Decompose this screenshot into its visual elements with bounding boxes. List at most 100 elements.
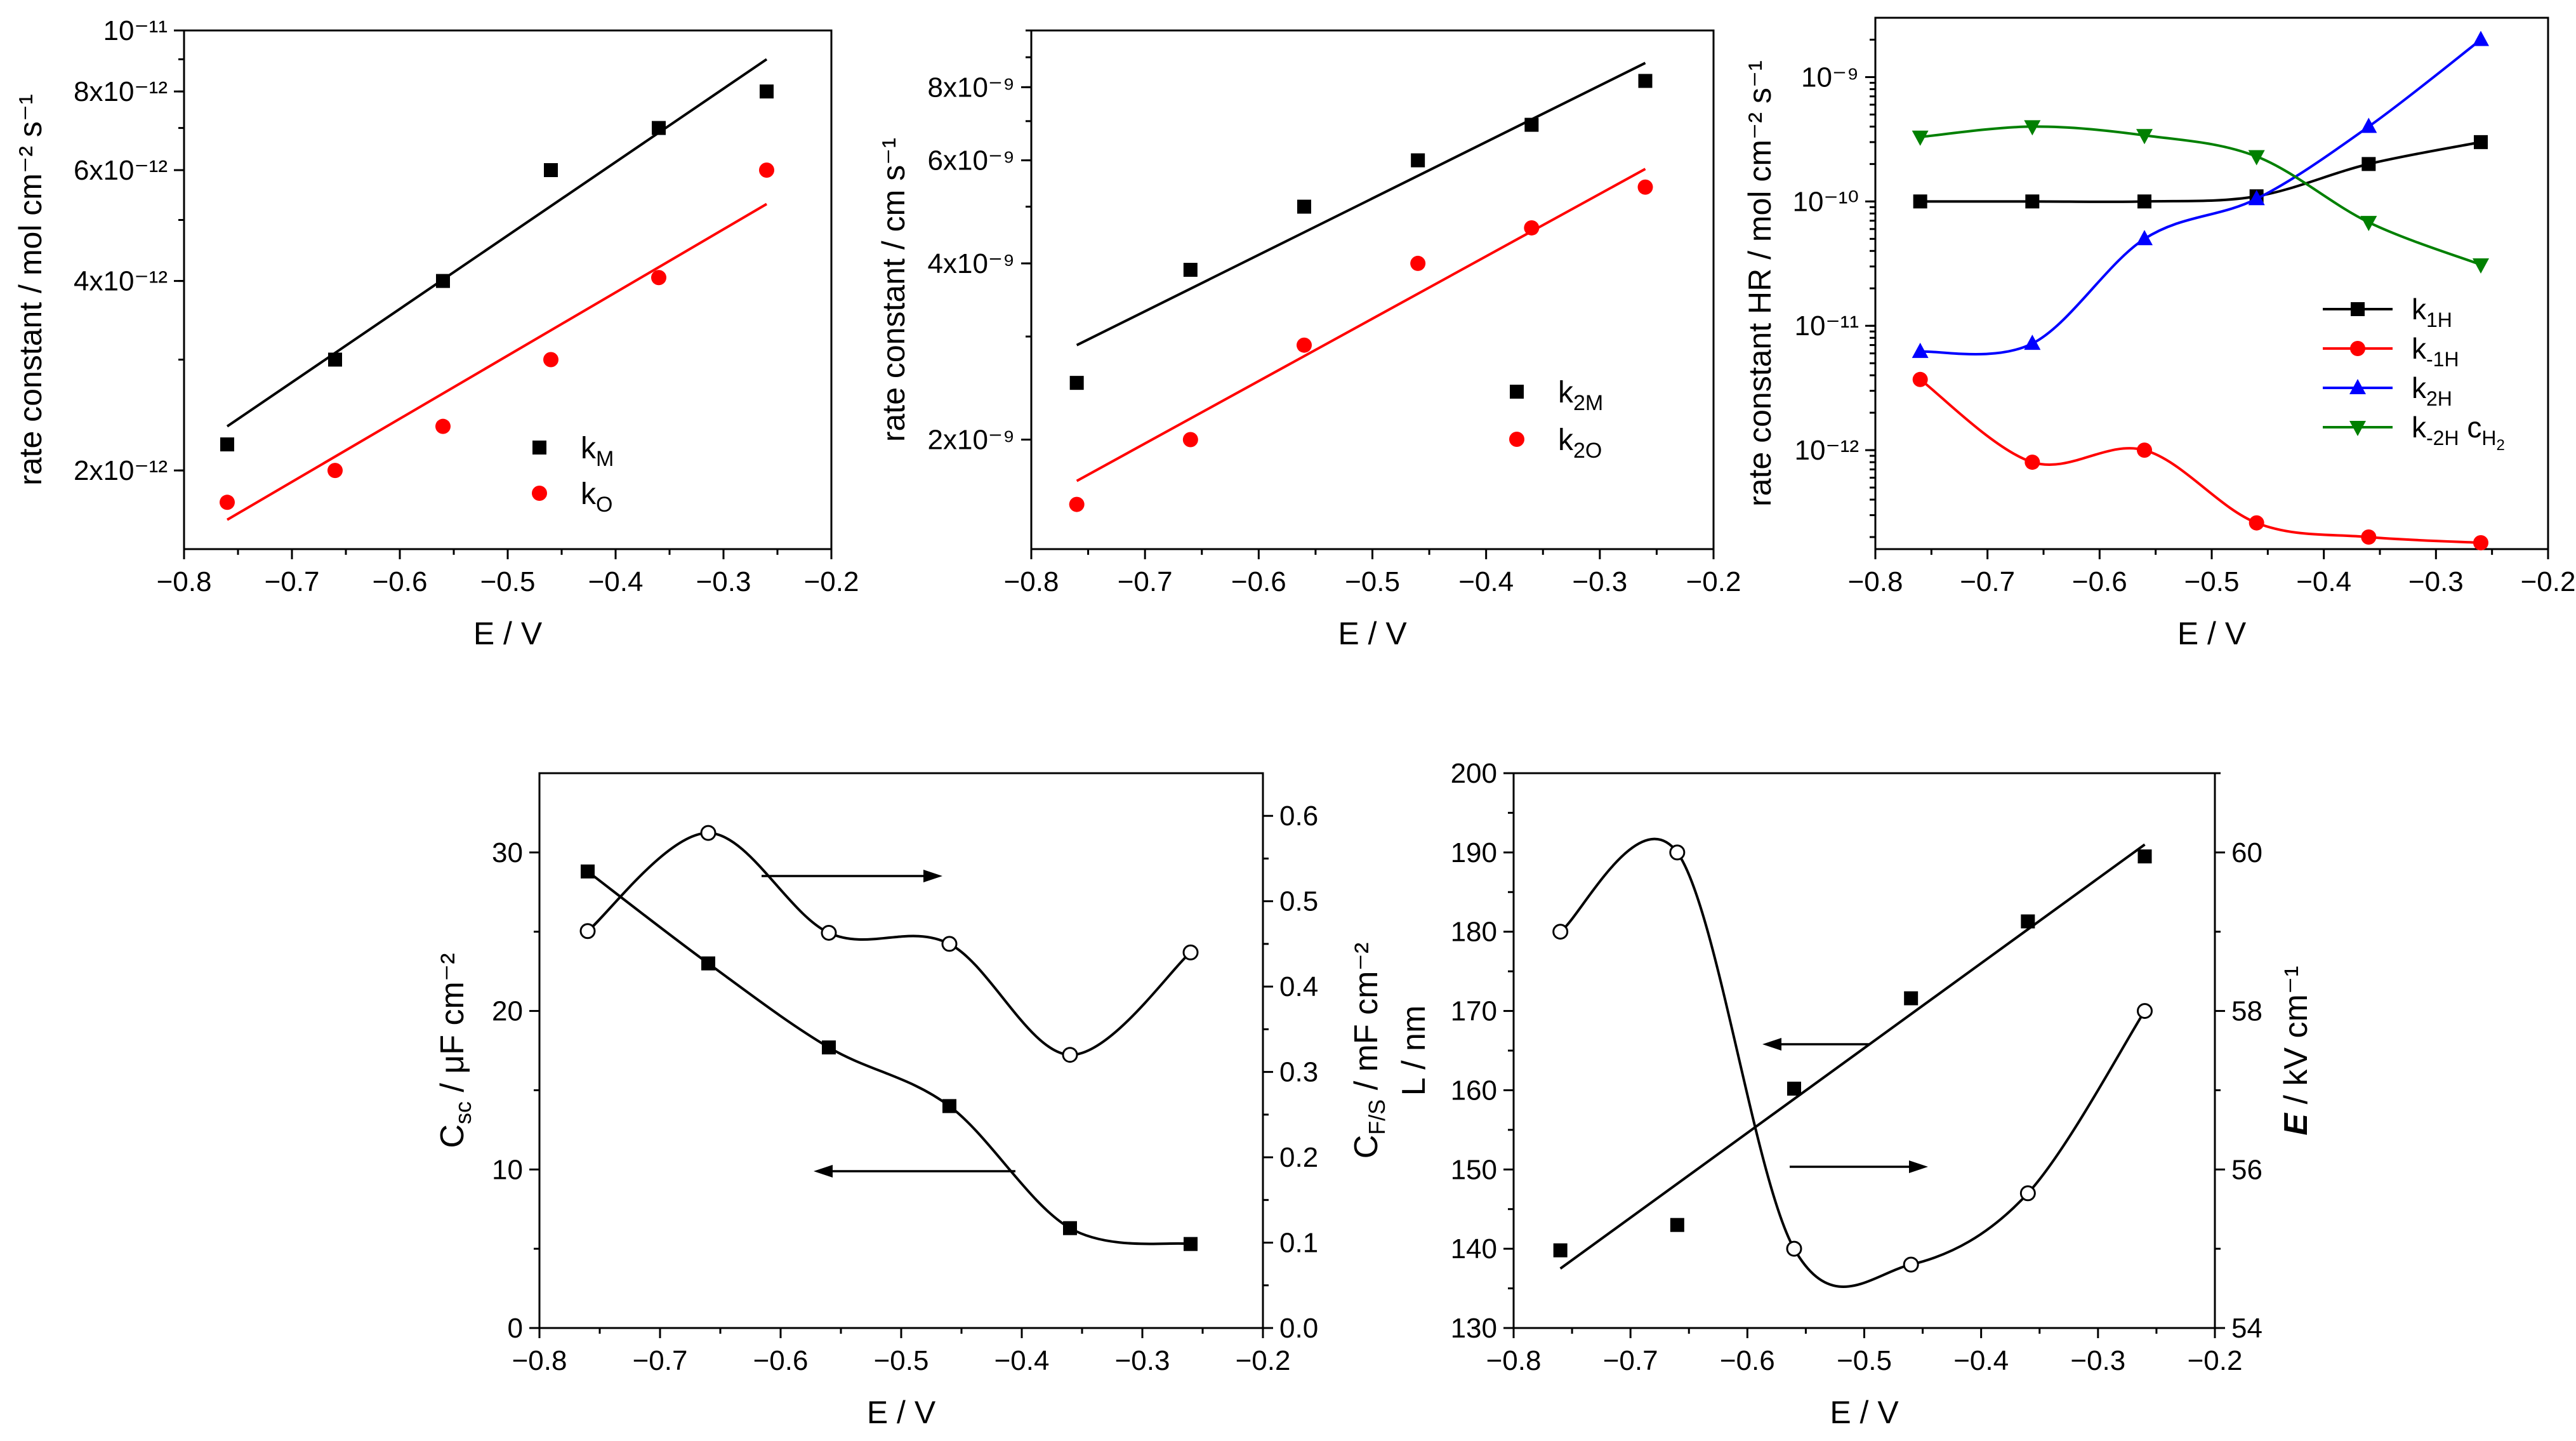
curve-k-1H (1919, 378, 2481, 544)
series-E (1552, 837, 2153, 1288)
data-point-k2M (1069, 376, 1084, 390)
data-point-k2M (1297, 199, 1311, 214)
y-tick-label: 0.0 (1279, 1313, 1318, 1344)
data-point-k2M (1183, 263, 1198, 277)
x-tick-label: −0.4 (2296, 566, 2351, 597)
chart-rate-constant-HR: −0.8 −0.7 −0.6 −0.5 −0.4 −0.3 −0.2 E / V 10⁻⁹ 10⁻… (1742, 17, 2575, 651)
data-point-k1H (1913, 194, 1927, 209)
data-point-Csc (581, 864, 595, 879)
y-tick-label: 170 (1451, 996, 1497, 1027)
data-point-k-2H cH2 (2136, 129, 2153, 145)
data-point-E (1786, 1240, 1802, 1257)
data-point-kM (544, 163, 558, 177)
x-tick-label: −0.3 (1115, 1345, 1170, 1376)
y-tick-label: 10⁻¹¹ (103, 15, 168, 46)
data-point-k2O (1524, 220, 1540, 236)
x-tick-label: −0.5 (1345, 566, 1400, 597)
data-point-CF/S (821, 924, 837, 941)
curve-Csc (586, 870, 1191, 1245)
x-tick-label: −0.7 (1603, 1345, 1658, 1376)
series-k1H (1913, 135, 2488, 209)
data-point-kM (436, 274, 450, 288)
x-tick-label: −0.8 (1486, 1345, 1542, 1376)
x-tick-label: −0.7 (1118, 566, 1173, 597)
data-point-Csc (822, 1040, 836, 1055)
series-kM (220, 58, 774, 452)
legend-label-k-2H cH2: k-2H cH2 (2412, 411, 2505, 454)
data-point-k2O (1297, 337, 1312, 353)
data-point-k2H (2248, 190, 2265, 206)
legend-marker-k1H (2351, 302, 2365, 316)
x-tick-label: −0.7 (633, 1345, 688, 1376)
data-point-k-1H (2361, 529, 2377, 545)
y-tick-label: 0.5 (1279, 886, 1318, 917)
data-point-k-1H (2473, 535, 2488, 550)
y-tick-label: 10⁻¹¹ (1795, 310, 1859, 342)
data-point-CF/S (579, 923, 596, 940)
y-tick-label: 4x10⁻¹² (74, 266, 168, 297)
x-tick-label: −0.6 (1720, 1345, 1775, 1376)
data-point-kM (220, 437, 234, 452)
y-tick-label: 0.2 (1279, 1142, 1318, 1173)
axis-arrows (762, 870, 1015, 1178)
data-point-kM (652, 121, 666, 135)
y-tick-label: 140 (1451, 1233, 1497, 1265)
x-tick-label: −0.4 (588, 566, 644, 597)
data-point-CF/S (700, 825, 717, 841)
axis-arrows (1762, 1038, 1928, 1173)
series-CF/S (579, 825, 1199, 1063)
data-point-kO (759, 162, 774, 178)
legend-label-k2M: k2M (1558, 376, 1603, 415)
data-point-kM (328, 352, 342, 367)
data-point-k2M (1411, 153, 1425, 168)
curve-k1H (1920, 140, 2481, 203)
x-tick-label: −0.4 (1953, 1345, 2009, 1376)
series-k2H (1912, 30, 2489, 358)
legend-marker-k2O (1509, 432, 1524, 447)
x-tick-label: −0.2 (1236, 1345, 1291, 1376)
x-tick-label: −0.2 (2188, 1345, 2243, 1376)
data-point-E (1669, 844, 1686, 861)
data-point-E (2019, 1185, 2036, 1202)
chart-rate-constant-kM-kO: −0.8 −0.7 −0.6 −0.5 −0.4 −0.3 −0.2 E / V 10⁻¹¹ 8x… (13, 15, 859, 651)
data-point-k2O (1069, 496, 1085, 512)
data-point-E (1552, 924, 1569, 940)
x-tick-label: −0.7 (265, 566, 320, 597)
data-point-k2O (1410, 255, 1426, 271)
y-tick-label: 0.3 (1279, 1057, 1318, 1088)
y-tick-label: 200 (1451, 758, 1497, 789)
chart-rate-constant-k2M-k2O: −0.8 −0.7 −0.6 −0.5 −0.4 −0.3 −0.2 E / V 8x10⁻⁹ 6… (876, 29, 1741, 651)
y-tick-label: 0.4 (1279, 971, 1318, 1002)
x-tick-label: −0.5 (2184, 566, 2240, 597)
data-point-k-2H cH2 (2248, 150, 2265, 166)
fit-line-L (1559, 843, 2146, 1270)
y-tick-label: 58 (2231, 996, 2262, 1027)
plot-frame (1874, 17, 2549, 550)
y-tick-label: 6x10⁻¹² (74, 155, 168, 186)
data-point-CF/S (1062, 1047, 1078, 1063)
legend-label-kO: kO (581, 477, 612, 517)
arrow-right-head (923, 870, 942, 882)
y-tick-label: 10 (492, 1154, 523, 1185)
data-point-kO (220, 495, 235, 510)
x-tick-label: −0.5 (480, 566, 536, 597)
data-point-Csc (701, 956, 715, 971)
y-tick-label: 54 (2231, 1313, 2262, 1344)
data-point-E (2137, 1003, 2153, 1019)
y-axis-label: rate constant / mol cm⁻² s⁻¹ (13, 94, 48, 486)
x-tick-label: −0.8 (1848, 566, 1903, 597)
y-axis-label-right: E / kV cm⁻¹ (2278, 966, 2315, 1135)
x-tick-label: −0.4 (1458, 566, 1514, 597)
legend-marker-kO (532, 486, 547, 501)
series-k-2H cH2 (1912, 120, 2489, 274)
chart-thickness-field: −0.8 −0.7 −0.6 −0.5 −0.4 −0.3 −0.2 E / V 130 140 1… (1396, 758, 2315, 1430)
series-Csc (581, 864, 1198, 1251)
x-tick-label: −0.5 (874, 1345, 929, 1376)
x-tick-label: −0.6 (373, 566, 428, 597)
y-tick-label: 0.6 (1279, 800, 1318, 832)
y-tick-label: 4x10⁻⁹ (928, 248, 1015, 279)
data-point-kO (435, 418, 451, 434)
